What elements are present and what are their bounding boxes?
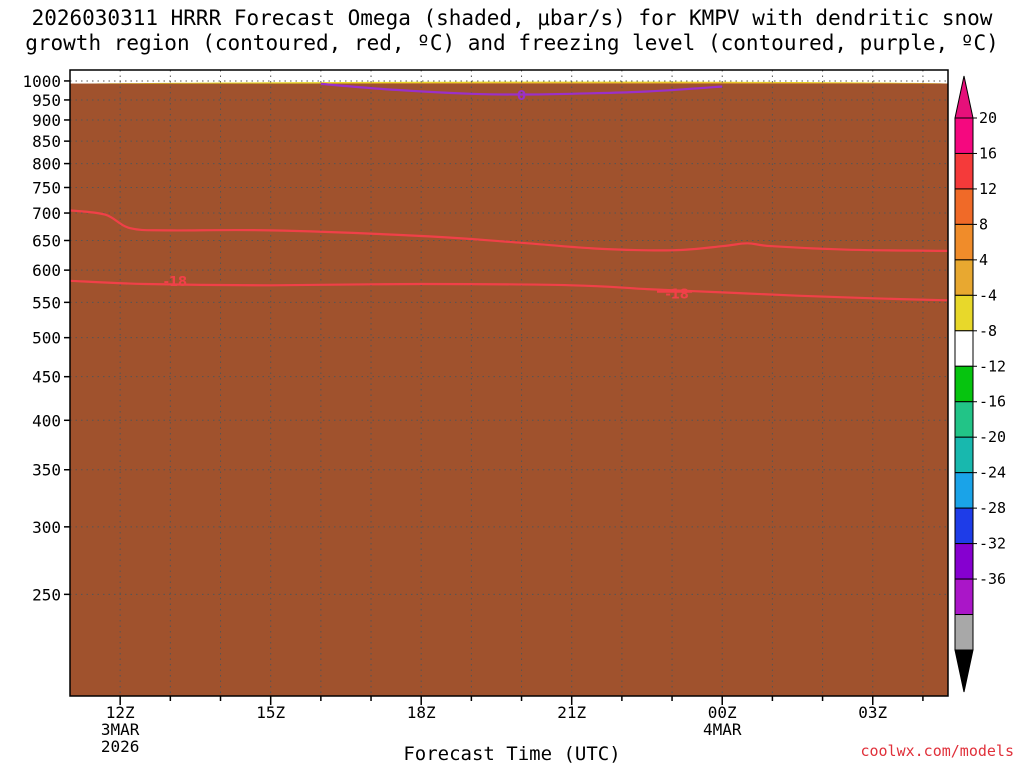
colorbar-label-0: 20	[979, 109, 997, 127]
ground-layer	[70, 83, 948, 696]
y-tick-label-900: 900	[32, 111, 61, 130]
y-tick-label-750: 750	[32, 178, 61, 197]
x-tick-label-18Z: 18Z	[407, 703, 436, 722]
y-tick-label-450: 450	[32, 368, 61, 387]
chart-title: 2026030311 HRRR Forecast Omega (shaded, …	[0, 6, 1024, 56]
y-tick-label-550: 550	[32, 293, 61, 312]
x-tick-label-12Z: 12Z	[106, 703, 135, 722]
colorbar-bin-4	[954, 259, 974, 296]
pressure-axis: 250 300 350 400 450 500 550 600 650 700 750 800 850 9…	[22, 72, 70, 604]
colorbar-label-9: -20	[979, 428, 1006, 446]
contour-lines: -18 -18 0	[70, 82, 948, 303]
colorbar-bin-6	[954, 330, 974, 367]
contour-2	[70, 209, 948, 252]
colorbar-bin-1	[954, 152, 974, 190]
site-credit: coolwx.com/models	[860, 742, 1014, 760]
colorbar-bin-2	[954, 188, 974, 225]
colorbar: 20 16 12 8 4 -4 -8 -12 -16 -20 -24 -28 -32 -36	[954, 75, 1006, 693]
colorbar-label-3: 8	[979, 215, 988, 233]
x-tick-label-21Z: 21Z	[557, 703, 586, 722]
colorbar-label-7: -12	[979, 357, 1006, 375]
colorbar-label-2: 12	[979, 180, 997, 198]
y-tick-label-800: 800	[32, 155, 61, 174]
x-axis-label: Forecast Time (UTC)	[403, 743, 621, 765]
y-tick-label-700: 700	[32, 204, 61, 223]
colorbar-bin-9	[954, 436, 974, 474]
colorbar-bin-13	[954, 578, 974, 616]
contour-label-1: -18	[665, 288, 689, 303]
contour-label-0: -18	[164, 275, 188, 290]
colorbar-bin-10	[954, 472, 974, 509]
colorbar-bin-14	[954, 614, 974, 651]
x-tick-label-00Z: 00Z	[708, 703, 737, 722]
y-tick-label-650: 650	[32, 231, 61, 250]
x-tick-date-00Z: 4MAR	[703, 720, 742, 739]
y-tick-label-400: 400	[32, 411, 61, 430]
x-tick-label-03Z: 03Z	[858, 703, 887, 722]
colorbar-bottom-arrow	[954, 649, 974, 693]
colorbar-label-4: 4	[979, 251, 988, 269]
colorbar-bin-11	[954, 507, 974, 545]
colorbar-label-11: -28	[979, 499, 1006, 517]
colorbar-label-5: -4	[979, 286, 997, 304]
y-tick-label-350: 350	[32, 461, 61, 480]
title-line-1: 2026030311 HRRR Forecast Omega (shaded, …	[31, 6, 993, 30]
contour-3	[320, 82, 723, 96]
y-tick-label-600: 600	[32, 261, 61, 280]
colorbar-label-10: -24	[979, 464, 1006, 482]
contour-label-3: 0	[517, 89, 526, 104]
colorbar-bin-3	[954, 223, 974, 261]
y-tick-label-250: 250	[32, 585, 61, 604]
colorbar-label-12: -32	[979, 535, 1006, 553]
title-line-2: growth region (contoured, red, ºC) and f…	[25, 31, 999, 55]
colorbar-label-13: -36	[979, 570, 1006, 588]
colorbar-bin-8	[954, 401, 974, 438]
x-tick-label-15Z: 15Z	[256, 703, 285, 722]
gridlines	[70, 70, 948, 696]
colorbar-bin-12	[954, 543, 974, 580]
colorbar-bin-5	[954, 294, 974, 332]
y-tick-label-850: 850	[32, 132, 61, 151]
plot-frame	[69, 69, 949, 697]
colorbar-label-8: -16	[979, 393, 1006, 411]
colorbar-bin-0	[954, 117, 974, 154]
y-tick-label-950: 950	[32, 91, 61, 110]
colorbar-top-arrow	[954, 75, 974, 119]
colorbar-label-1: 16	[979, 144, 997, 162]
contour-0	[70, 279, 948, 302]
y-tick-label-500: 500	[32, 329, 61, 348]
y-tick-label-1000: 1000	[22, 72, 61, 91]
x-tick-date-12Z: 3MAR	[101, 720, 140, 739]
ground-fill	[70, 83, 948, 696]
colorbar-bin-7	[954, 365, 974, 403]
y-tick-label-300: 300	[32, 518, 61, 537]
x-tick-year-12Z: 2026	[101, 737, 140, 756]
colorbar-label-6: -8	[979, 322, 997, 340]
